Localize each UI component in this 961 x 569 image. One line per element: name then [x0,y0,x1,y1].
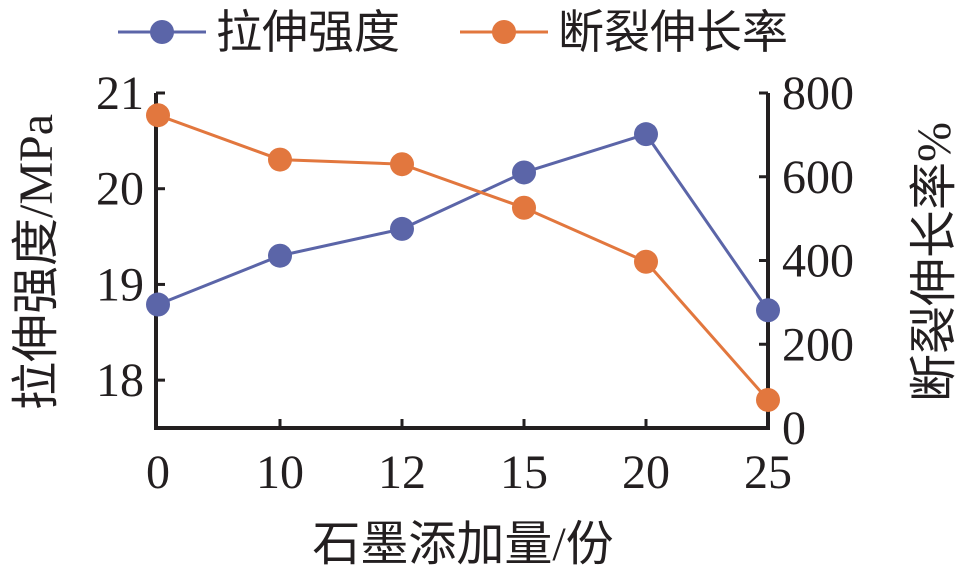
x-axis-title: 石墨添加量/份 [312,518,613,569]
y2-axis-title: 断裂伸长率% [908,122,961,402]
data-point [512,195,536,220]
series-layer [146,103,780,412]
axes: 18 19 20 21 0 200 400 600 800 0 10 12 15 20 25 [96,67,854,499]
data-point [756,298,780,323]
x-tick-label: 25 [744,446,792,499]
legend-marker [150,20,174,44]
data-point [512,160,536,185]
x-tick-label: 15 [500,446,548,499]
y-tick-label: 21 [96,67,144,120]
y2-tick-label: 600 [782,151,854,204]
data-point [390,152,414,177]
data-point [146,292,170,317]
legend-label: 断裂伸长率 [558,7,788,58]
series-line [157,113,770,401]
y-axis-title: 拉伸强度/MPa [10,114,63,410]
legend-item: 断裂伸长率 [460,7,788,58]
y2-tick-label: 200 [782,318,854,371]
data-point [634,249,658,274]
legend-label: 拉伸强度 [216,7,400,58]
y2-tick-label: 400 [782,235,854,288]
data-point [146,103,170,128]
data-point [390,216,414,241]
y2-tick-label: 0 [782,402,806,455]
legend: 拉伸强度 断裂伸长率 [118,7,788,58]
x-tick-label: 10 [256,446,304,499]
legend-item: 拉伸强度 [118,7,400,58]
data-point [756,387,780,412]
data-point [634,122,658,147]
y-tick-label: 18 [96,354,144,407]
x-tick-label: 12 [378,446,426,499]
series-elongation [146,103,780,412]
x-tick-label: 20 [622,446,670,499]
data-point [268,243,292,268]
x-tick-label: 0 [146,446,170,499]
y-tick-label: 20 [96,163,144,216]
y2-tick-label: 800 [782,67,854,120]
series-line [157,132,770,312]
data-point [268,147,292,172]
series-tensile-strength [146,122,780,323]
y-tick-label: 19 [96,258,144,311]
legend-marker [492,20,516,44]
